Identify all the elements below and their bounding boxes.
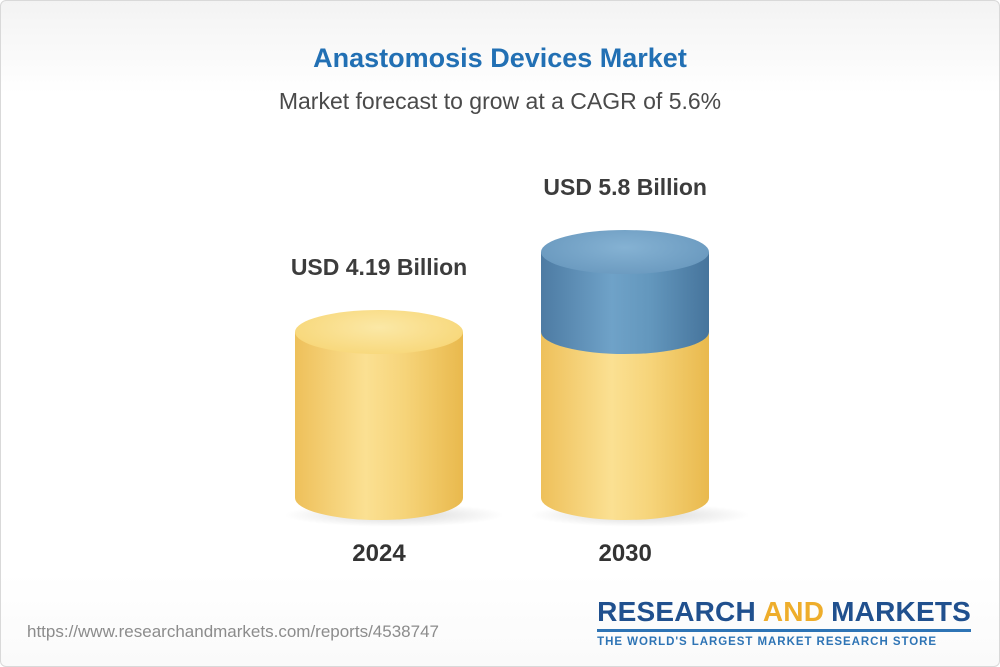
year-label-2024: 2024 <box>352 539 406 567</box>
value-label-2024: USD 4.19 Billion <box>290 254 468 281</box>
logo-word-and: AND <box>762 596 825 627</box>
bar-chart: USD 4.19 Billion 2024 USD 5.8 Billion 20… <box>1 168 999 568</box>
chart-subtitle: Market forecast to grow at a CAGR of 5.6… <box>278 88 722 115</box>
value-label-2030: USD 5.8 Billion <box>543 174 707 201</box>
footer: https://www.researchandmarkets.com/repor… <box>1 598 999 666</box>
logo-wordmark: RESEARCH AND MARKETS <box>597 598 971 626</box>
cap-top-blue <box>541 229 710 274</box>
cylinder-top-yellow <box>295 309 463 354</box>
research-and-markets-logo: RESEARCH AND MARKETS THE WORLD'S LARGEST M… <box>597 598 971 648</box>
year-label-2030: 2030 <box>598 539 652 567</box>
cylinder-2030 <box>529 229 752 527</box>
logo-tagline: THE WORLD'S LARGEST MARKET RESEARCH STOR… <box>597 636 937 648</box>
cylinder-2024 <box>283 309 505 527</box>
logo-underline <box>597 629 971 632</box>
cylinder-body-yellow <box>295 331 463 520</box>
bar-group-2024: USD 4.19 Billion 2024 <box>283 254 505 568</box>
cylinder-body-yellow <box>541 331 710 520</box>
bar-group-2030: USD 5.8 Billion 2030 <box>529 174 752 568</box>
logo-word-research: RESEARCH <box>597 596 756 627</box>
cylinder-growth-cap-blue <box>541 229 710 354</box>
report-url[interactable]: https://www.researchandmarkets.com/repor… <box>27 622 439 641</box>
logo-word-markets: MARKETS <box>831 596 971 627</box>
chart-title: Anastomosis Devices Market <box>313 43 687 73</box>
